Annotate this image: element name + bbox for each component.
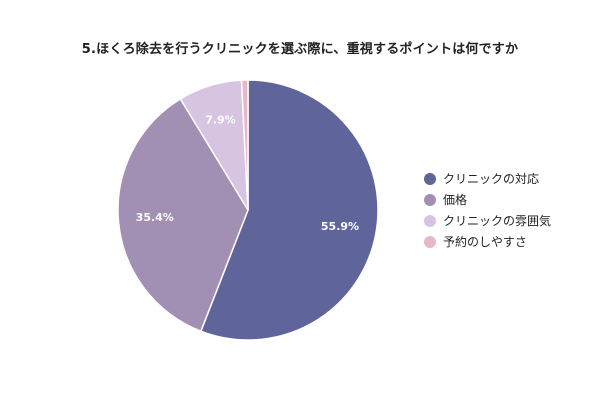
chart-legend: クリニックの対応 価格 クリニックの雰囲気 予約のしやすさ: [424, 168, 551, 252]
legend-label: 予約のしやすさ: [443, 235, 527, 249]
pie-slice-label: 7.9%: [205, 114, 236, 127]
pie-slice[interactable]: [240, 79, 249, 211]
pie-slice[interactable]: [199, 79, 379, 341]
legend-item[interactable]: 価格: [424, 189, 551, 210]
legend-label: クリニックの対応: [443, 172, 540, 186]
legend-item[interactable]: 予約のしやすさ: [424, 231, 551, 252]
legend-swatch-icon: [424, 193, 436, 206]
legend-swatch-icon: [424, 172, 436, 185]
legend-item[interactable]: クリニックの雰囲気: [424, 210, 551, 231]
chart-title: 5.ほくろ除去を行うクリニックを選ぶ際に、重視するポイントは何ですか: [81, 42, 519, 57]
legend-label: 価格: [443, 193, 468, 207]
legend-swatch-icon: [424, 235, 436, 248]
pie-slice-label: 35.4%: [136, 211, 174, 224]
legend-swatch-icon: [424, 214, 436, 227]
pie-slice-label: 55.9%: [321, 220, 359, 233]
legend-label: クリニックの雰囲気: [443, 214, 552, 228]
legend-item[interactable]: クリニックの対応: [424, 168, 551, 189]
